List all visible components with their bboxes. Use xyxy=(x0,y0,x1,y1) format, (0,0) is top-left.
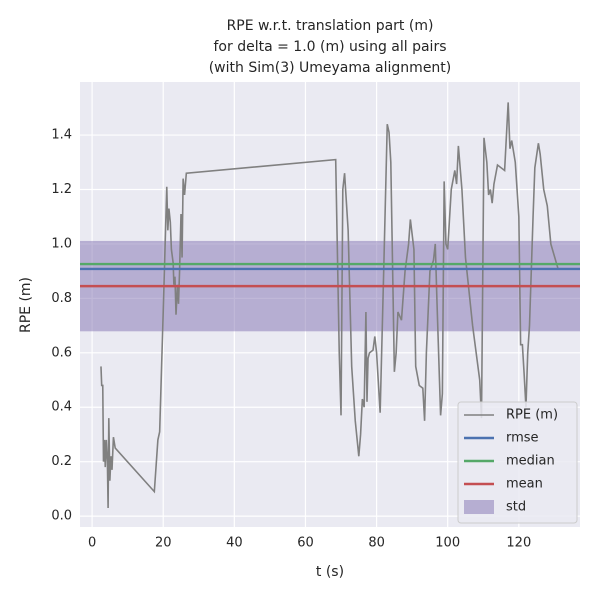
legend-box xyxy=(457,401,578,524)
x-tick-label: 20 xyxy=(155,536,172,551)
y-tick-label: 1.0 xyxy=(51,236,72,251)
y-tick-label: 0.8 xyxy=(51,291,72,306)
legend-label: rmse xyxy=(506,431,539,446)
y-tick-label: 1.2 xyxy=(51,182,72,197)
x-tick-label: 100 xyxy=(435,536,460,551)
y-tick-label: 0.2 xyxy=(51,454,72,469)
y-tick-label: 0.4 xyxy=(51,400,72,415)
x-axis-label: t (s) xyxy=(316,564,344,580)
x-tick-label: 120 xyxy=(506,536,531,551)
legend-label: mean xyxy=(506,477,543,492)
legend-label: median xyxy=(506,454,555,469)
legend-swatch xyxy=(464,500,494,514)
marks xyxy=(80,102,580,508)
chart-title: RPE w.r.t. translation part (m) xyxy=(227,18,434,34)
y-tick-label: 0.0 xyxy=(51,509,72,524)
x-tick-label: 80 xyxy=(368,536,385,551)
x-tick-label: 40 xyxy=(226,536,243,551)
y-tick-label: 1.4 xyxy=(51,128,72,143)
legend: RPE (m) rmse median mean std xyxy=(457,401,578,524)
chart-title: (with Sim(3) Umeyama alignment) xyxy=(209,60,452,76)
x-tick-label: 60 xyxy=(297,536,314,551)
legend-label: std xyxy=(506,500,526,515)
x-tick-label: 0 xyxy=(88,536,96,551)
chart-title: for delta = 1.0 (m) using all pairs xyxy=(214,39,447,55)
legend-label: RPE (m) xyxy=(506,408,558,423)
y-axis-label: RPE (m) xyxy=(18,277,34,333)
data-line xyxy=(100,102,559,508)
y-tick-label: 0.6 xyxy=(51,345,72,360)
